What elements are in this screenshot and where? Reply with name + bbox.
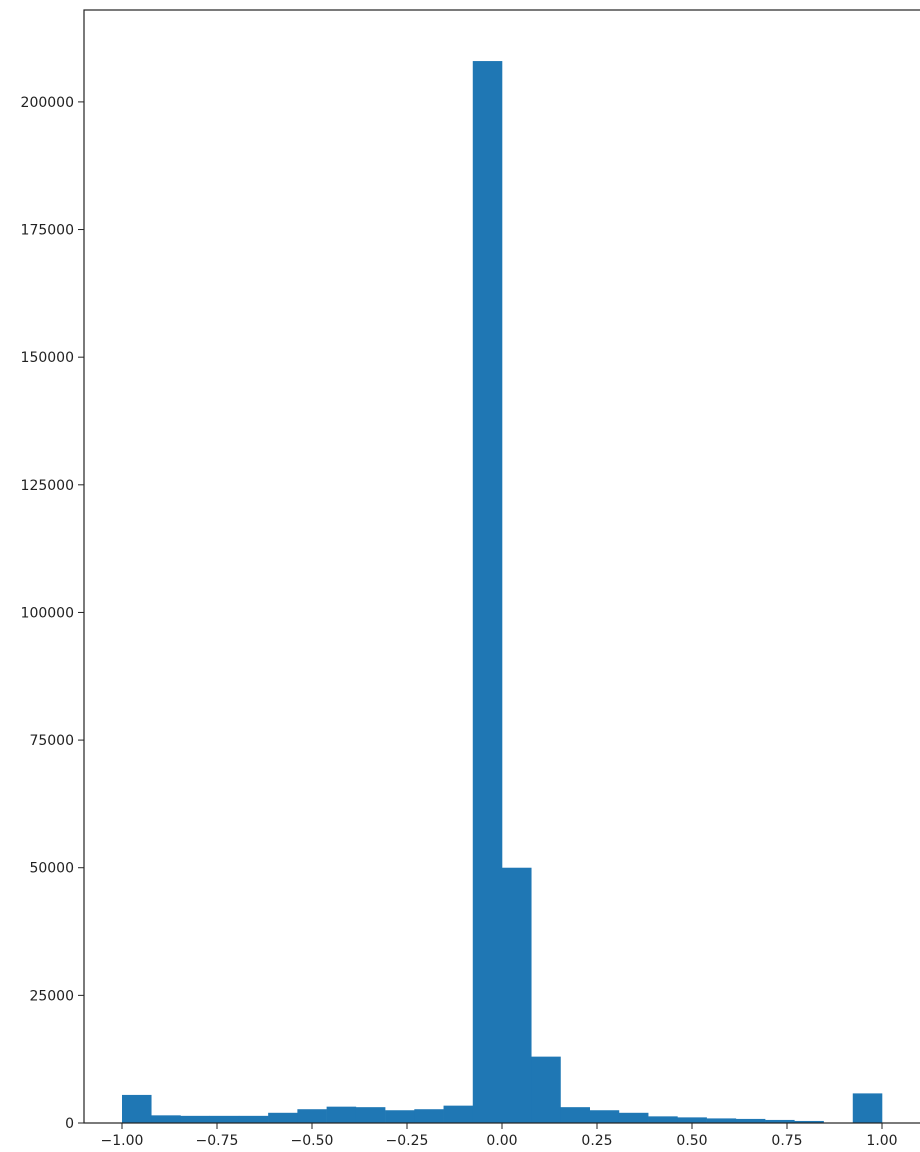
histogram-bar <box>502 867 532 1123</box>
histogram-bar <box>472 61 503 1123</box>
histogram-bar <box>151 1115 181 1123</box>
y-tick-label: 150000 <box>21 350 74 366</box>
x-axis: −1.00 −0.75 −0.50 −0.25 0.00 0.25 0.50 0.75 1.00 <box>101 1123 898 1149</box>
y-tick-label: 50000 <box>29 861 74 877</box>
y-tick-label: 25000 <box>29 988 74 1004</box>
histogram-bar <box>618 1112 649 1123</box>
histogram-bar <box>326 1106 357 1123</box>
histogram-bar <box>735 1118 766 1123</box>
histogram-bar <box>589 1110 620 1123</box>
x-tick-label: −0.25 <box>386 1133 429 1149</box>
y-tick-label: 200000 <box>21 95 74 111</box>
y-axis: 0 25000 50000 75000 100000 125000 150000 175000… <box>21 95 84 1132</box>
y-tick-label: 125000 <box>21 478 74 494</box>
x-tick-label: 1.00 <box>866 1133 897 1149</box>
y-tick-label: 0 <box>65 1116 74 1132</box>
x-tick-label: 0.00 <box>486 1133 517 1149</box>
x-tick-label: 0.25 <box>581 1133 612 1149</box>
y-tick-label: 175000 <box>21 223 74 239</box>
histogram-bar <box>794 1120 824 1123</box>
x-tick-label: 0.75 <box>771 1133 802 1149</box>
y-tick-label: 75000 <box>29 733 74 749</box>
histogram-bar <box>414 1109 444 1123</box>
histogram-bar <box>355 1107 386 1123</box>
histogram-bar <box>531 1056 561 1123</box>
histogram-bar <box>648 1116 678 1123</box>
histogram-bar <box>765 1119 795 1123</box>
histogram-bar <box>677 1117 707 1123</box>
plot-frame <box>83 9 920 1124</box>
histogram-bar <box>268 1112 298 1123</box>
x-tick-label: −0.75 <box>196 1133 239 1149</box>
histogram-bar <box>297 1109 327 1123</box>
histogram-bar <box>385 1110 415 1123</box>
histogram-bar <box>852 1093 883 1123</box>
y-tick-label: 100000 <box>21 605 74 621</box>
x-tick-label: −0.50 <box>291 1133 334 1149</box>
histogram-bar <box>443 1105 474 1123</box>
histogram-bar <box>122 1094 152 1123</box>
histogram-bar <box>560 1107 590 1123</box>
histogram-bar <box>180 1115 210 1123</box>
x-tick-label: −1.00 <box>101 1133 144 1149</box>
histogram-bar <box>706 1118 737 1123</box>
histogram-bar <box>209 1115 240 1123</box>
histogram-bar <box>238 1115 269 1123</box>
x-tick-label: 0.50 <box>676 1133 707 1149</box>
histogram-bars <box>122 61 883 1123</box>
